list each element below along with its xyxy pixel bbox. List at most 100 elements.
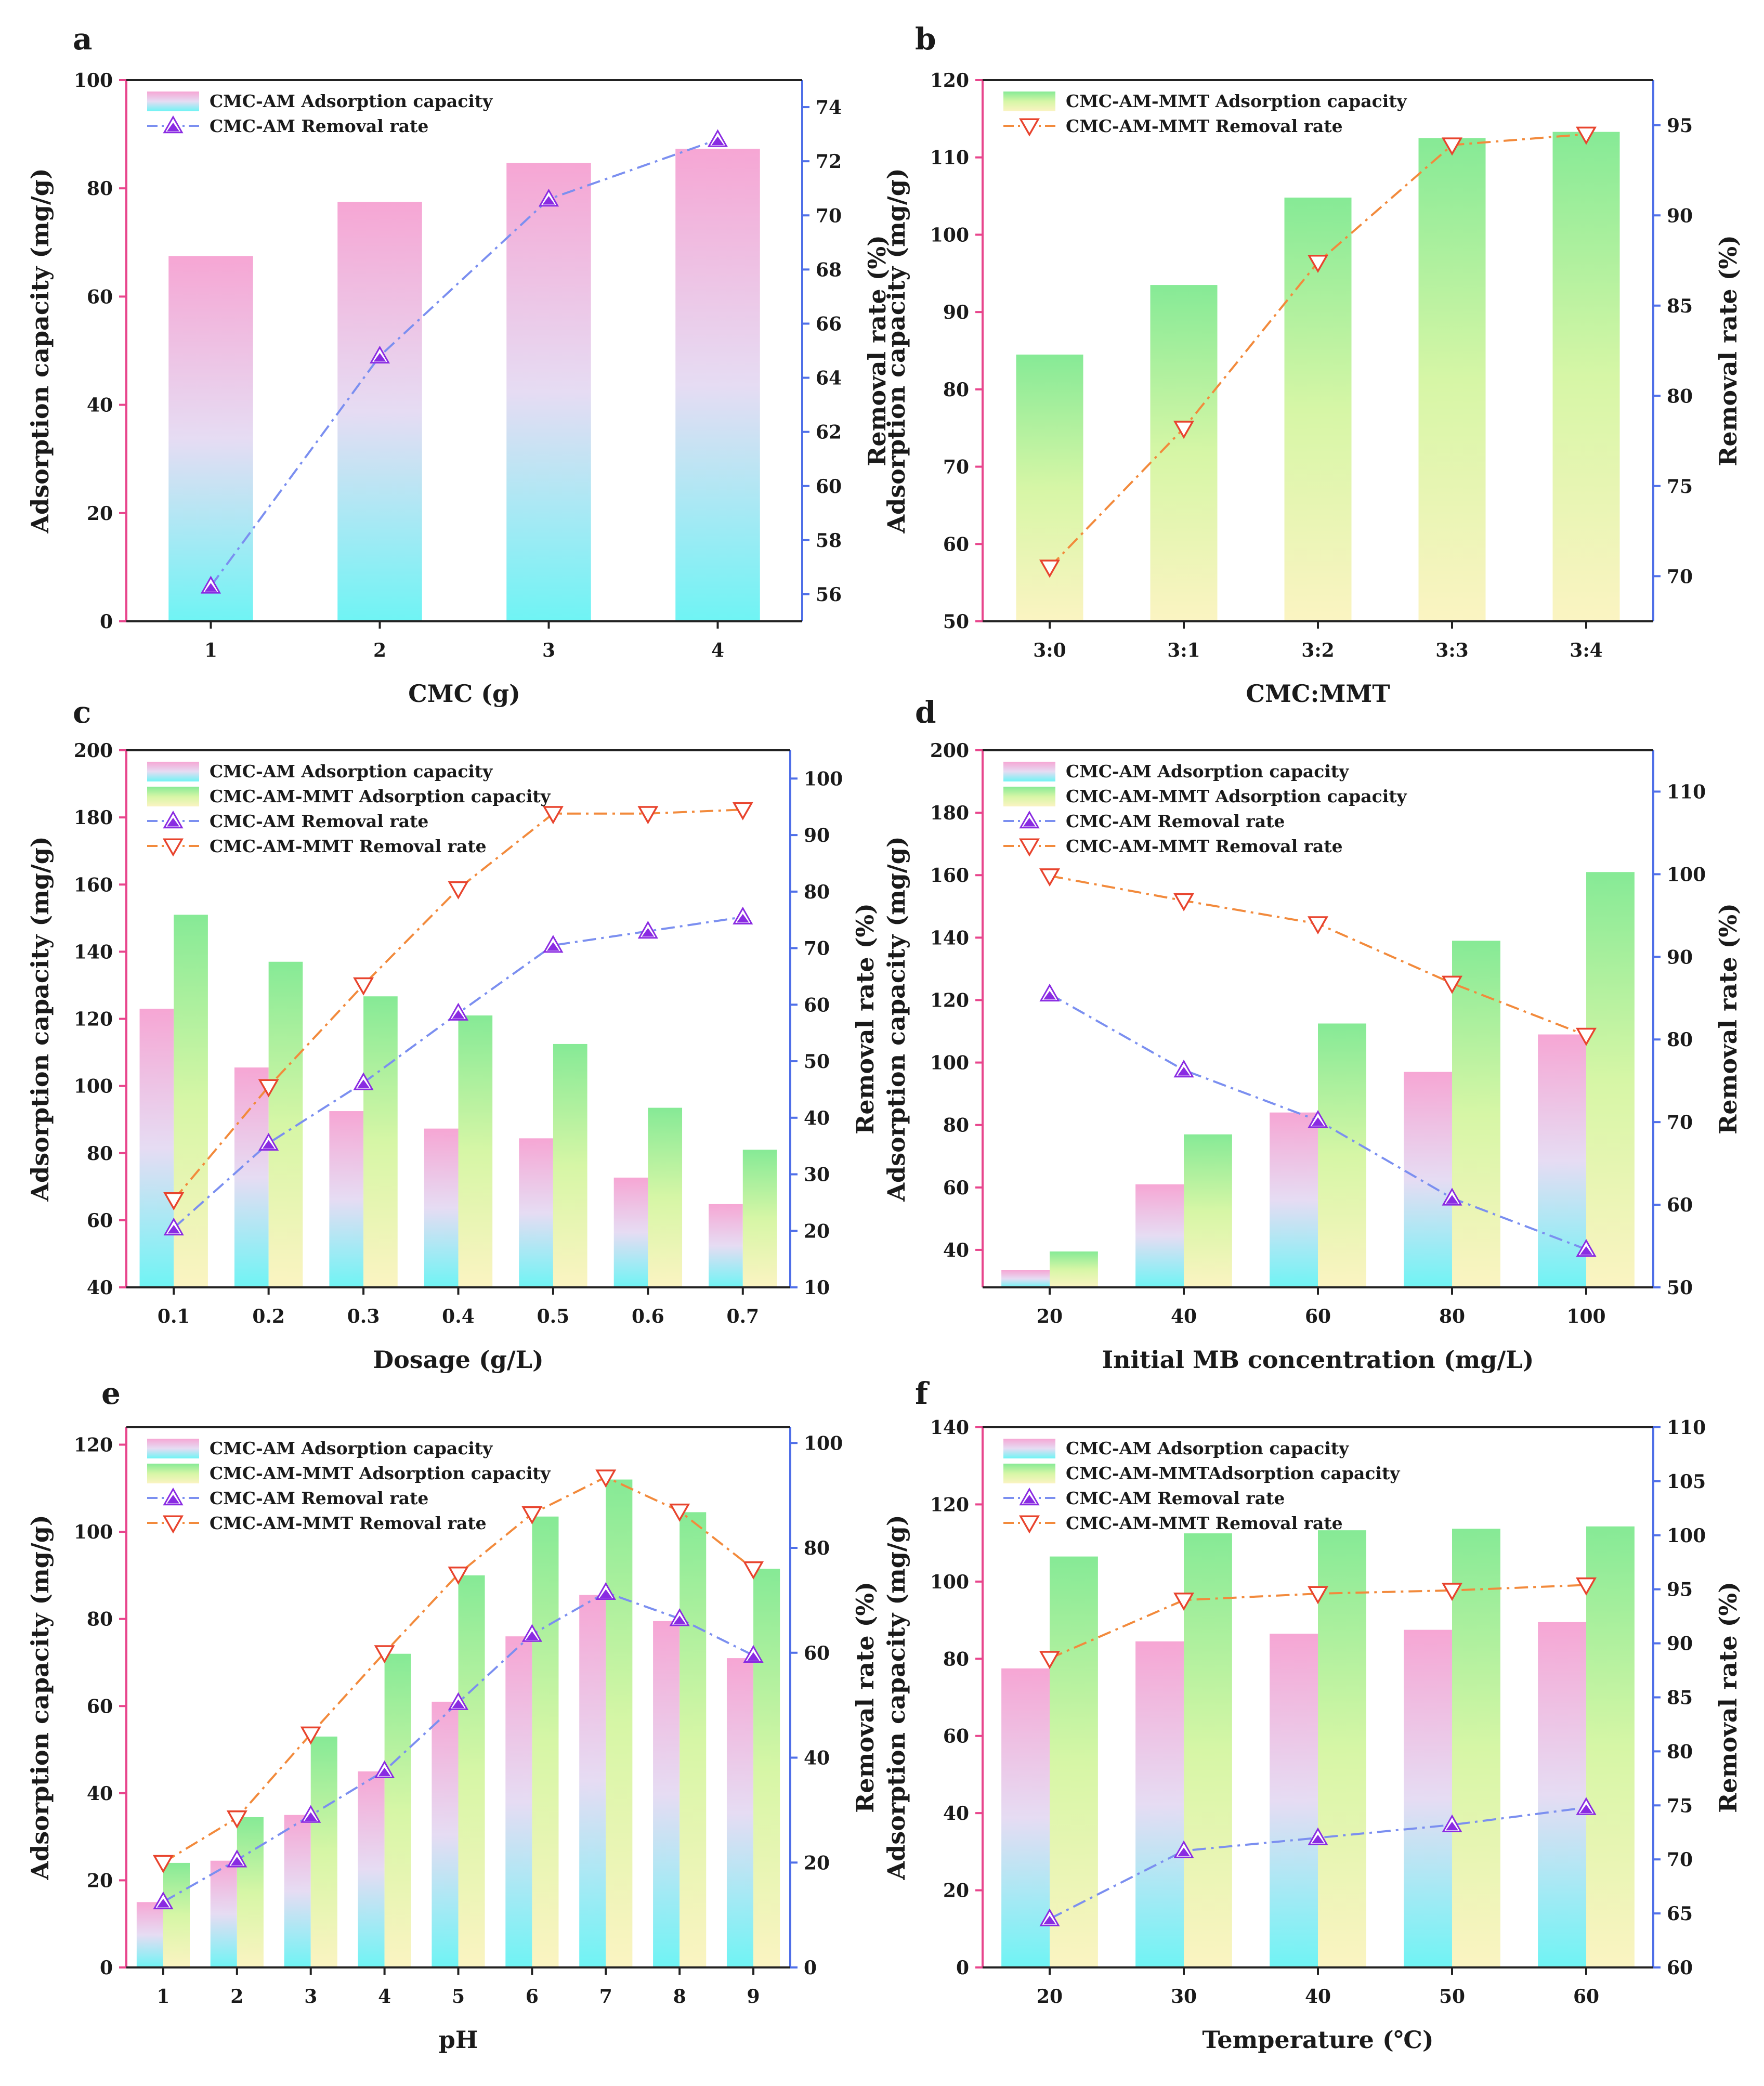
bar[interactable] (163, 1862, 190, 1967)
x-tick-label: 20 (1037, 1986, 1063, 2007)
right-tick-label: 0 (804, 1957, 817, 1979)
right-tick-label: 64 (816, 368, 842, 389)
right-tick-label: 75 (1667, 1795, 1693, 1817)
bar[interactable] (458, 1575, 485, 1967)
bar[interactable] (1270, 1112, 1318, 1287)
data-point (1576, 1238, 1597, 1257)
bar[interactable] (1270, 1634, 1318, 1967)
bar[interactable] (1538, 1622, 1586, 1967)
left-tick-label: 140 (74, 941, 113, 963)
right-tick-label: 68 (816, 259, 842, 281)
bar[interactable] (174, 915, 208, 1287)
bar[interactable] (506, 163, 591, 621)
bar[interactable] (742, 1150, 777, 1287)
bar[interactable] (458, 1015, 493, 1287)
bar[interactable] (505, 1636, 532, 1967)
bar[interactable] (648, 1107, 683, 1287)
right-tick-label: 20 (804, 1220, 830, 1242)
bar[interactable] (1418, 138, 1486, 621)
right-tick-label: 40 (804, 1748, 830, 1769)
x-tick-label: 3 (304, 1986, 317, 2007)
panel-letter: e (101, 1376, 121, 1411)
x-tick-label: 40 (1305, 1986, 1331, 2007)
bar[interactable] (210, 1860, 237, 1967)
bar[interactable] (168, 256, 253, 621)
bar[interactable] (553, 1044, 587, 1287)
data-point (448, 881, 469, 899)
bar[interactable] (606, 1479, 633, 1967)
bar[interactable] (653, 1621, 680, 1967)
bar[interactable] (1586, 1526, 1635, 1967)
bar[interactable] (1135, 1184, 1184, 1287)
bar[interactable] (1318, 1530, 1366, 1967)
bar[interactable] (1150, 285, 1218, 621)
left-tick-label: 60 (943, 533, 969, 555)
bar[interactable] (519, 1138, 553, 1287)
bar[interactable] (680, 1512, 707, 1967)
bar[interactable] (139, 1009, 174, 1287)
bar[interactable] (384, 1653, 411, 1967)
bar[interactable] (753, 1569, 780, 1967)
bar[interactable] (424, 1128, 459, 1287)
series-line[interactable] (162, 1476, 754, 1863)
data-point (369, 345, 390, 364)
right-tick-label: 90 (1667, 946, 1693, 968)
bar-series-cmc-am-mmt (1016, 132, 1620, 622)
bar[interactable] (337, 202, 422, 622)
bar[interactable] (1452, 1529, 1500, 1967)
series-line[interactable] (1049, 875, 1587, 1037)
legend-label: CMC-AM-MMT Removal rate (1066, 1513, 1343, 1533)
right-tick-label: 40 (804, 1107, 830, 1129)
bar[interactable] (709, 1204, 743, 1287)
bar[interactable] (363, 996, 398, 1287)
right-tick-label: 66 (816, 313, 842, 335)
bar[interactable] (1184, 1134, 1232, 1287)
bar[interactable] (1552, 132, 1620, 622)
bar[interactable] (310, 1736, 337, 1967)
bar[interactable] (432, 1701, 459, 1967)
legend-label: CMC-AM Removal rate (210, 1488, 428, 1508)
chart-panel-f: f 0 20 40 60 80 100 120 140 60 65 70 75 80 85 90 95 100 10… (882, 1376, 1742, 2054)
right-tick-label: 90 (804, 825, 830, 846)
bar[interactable] (1404, 1072, 1452, 1287)
bar[interactable] (1586, 872, 1635, 1287)
bar[interactable] (1001, 1270, 1050, 1287)
bar[interactable] (1318, 1023, 1366, 1287)
bar[interactable] (675, 149, 760, 621)
data-point-fill (357, 1079, 370, 1088)
data-point-fill (1580, 1804, 1592, 1813)
series-line[interactable] (1049, 1584, 1587, 1660)
bar[interactable] (1538, 1034, 1586, 1287)
series-line[interactable] (210, 138, 718, 587)
data-point (538, 188, 559, 207)
bar[interactable] (613, 1177, 648, 1287)
legend-label: CMC-AM-MMT Removal rate (1066, 116, 1343, 136)
bar[interactable] (234, 1067, 269, 1287)
data-point (1173, 1840, 1194, 1858)
bar[interactable] (237, 1817, 264, 1967)
legend-swatch (147, 787, 199, 806)
bar[interactable] (726, 1658, 754, 1967)
bar[interactable] (136, 1902, 163, 1967)
right-tick-label: 85 (1667, 1687, 1693, 1709)
data-point-fill (230, 1857, 243, 1866)
bar[interactable] (1001, 1668, 1050, 1967)
chart-panel-c: c 40 60 80 100 120 140 160 180 200 10 20 30 40 50 60 70 8… (26, 695, 879, 1374)
data-point (1307, 254, 1329, 273)
bar[interactable] (1016, 354, 1083, 621)
bar[interactable] (1184, 1533, 1232, 1967)
bar[interactable] (1404, 1629, 1452, 1967)
bar[interactable] (329, 1111, 364, 1287)
right-tick-label: 58 (816, 530, 842, 552)
bar[interactable] (1050, 1251, 1098, 1287)
bar[interactable] (1050, 1556, 1098, 1967)
x-tick-label: 0.3 (347, 1306, 380, 1327)
data-point (669, 1608, 690, 1626)
bar[interactable] (1135, 1641, 1184, 1967)
bar[interactable] (532, 1516, 559, 1967)
bar[interactable] (358, 1771, 385, 1967)
left-tick-label: 160 (930, 865, 969, 886)
left-tick-label: 20 (87, 1870, 113, 1892)
bar[interactable] (284, 1815, 311, 1967)
bar[interactable] (579, 1595, 606, 1967)
